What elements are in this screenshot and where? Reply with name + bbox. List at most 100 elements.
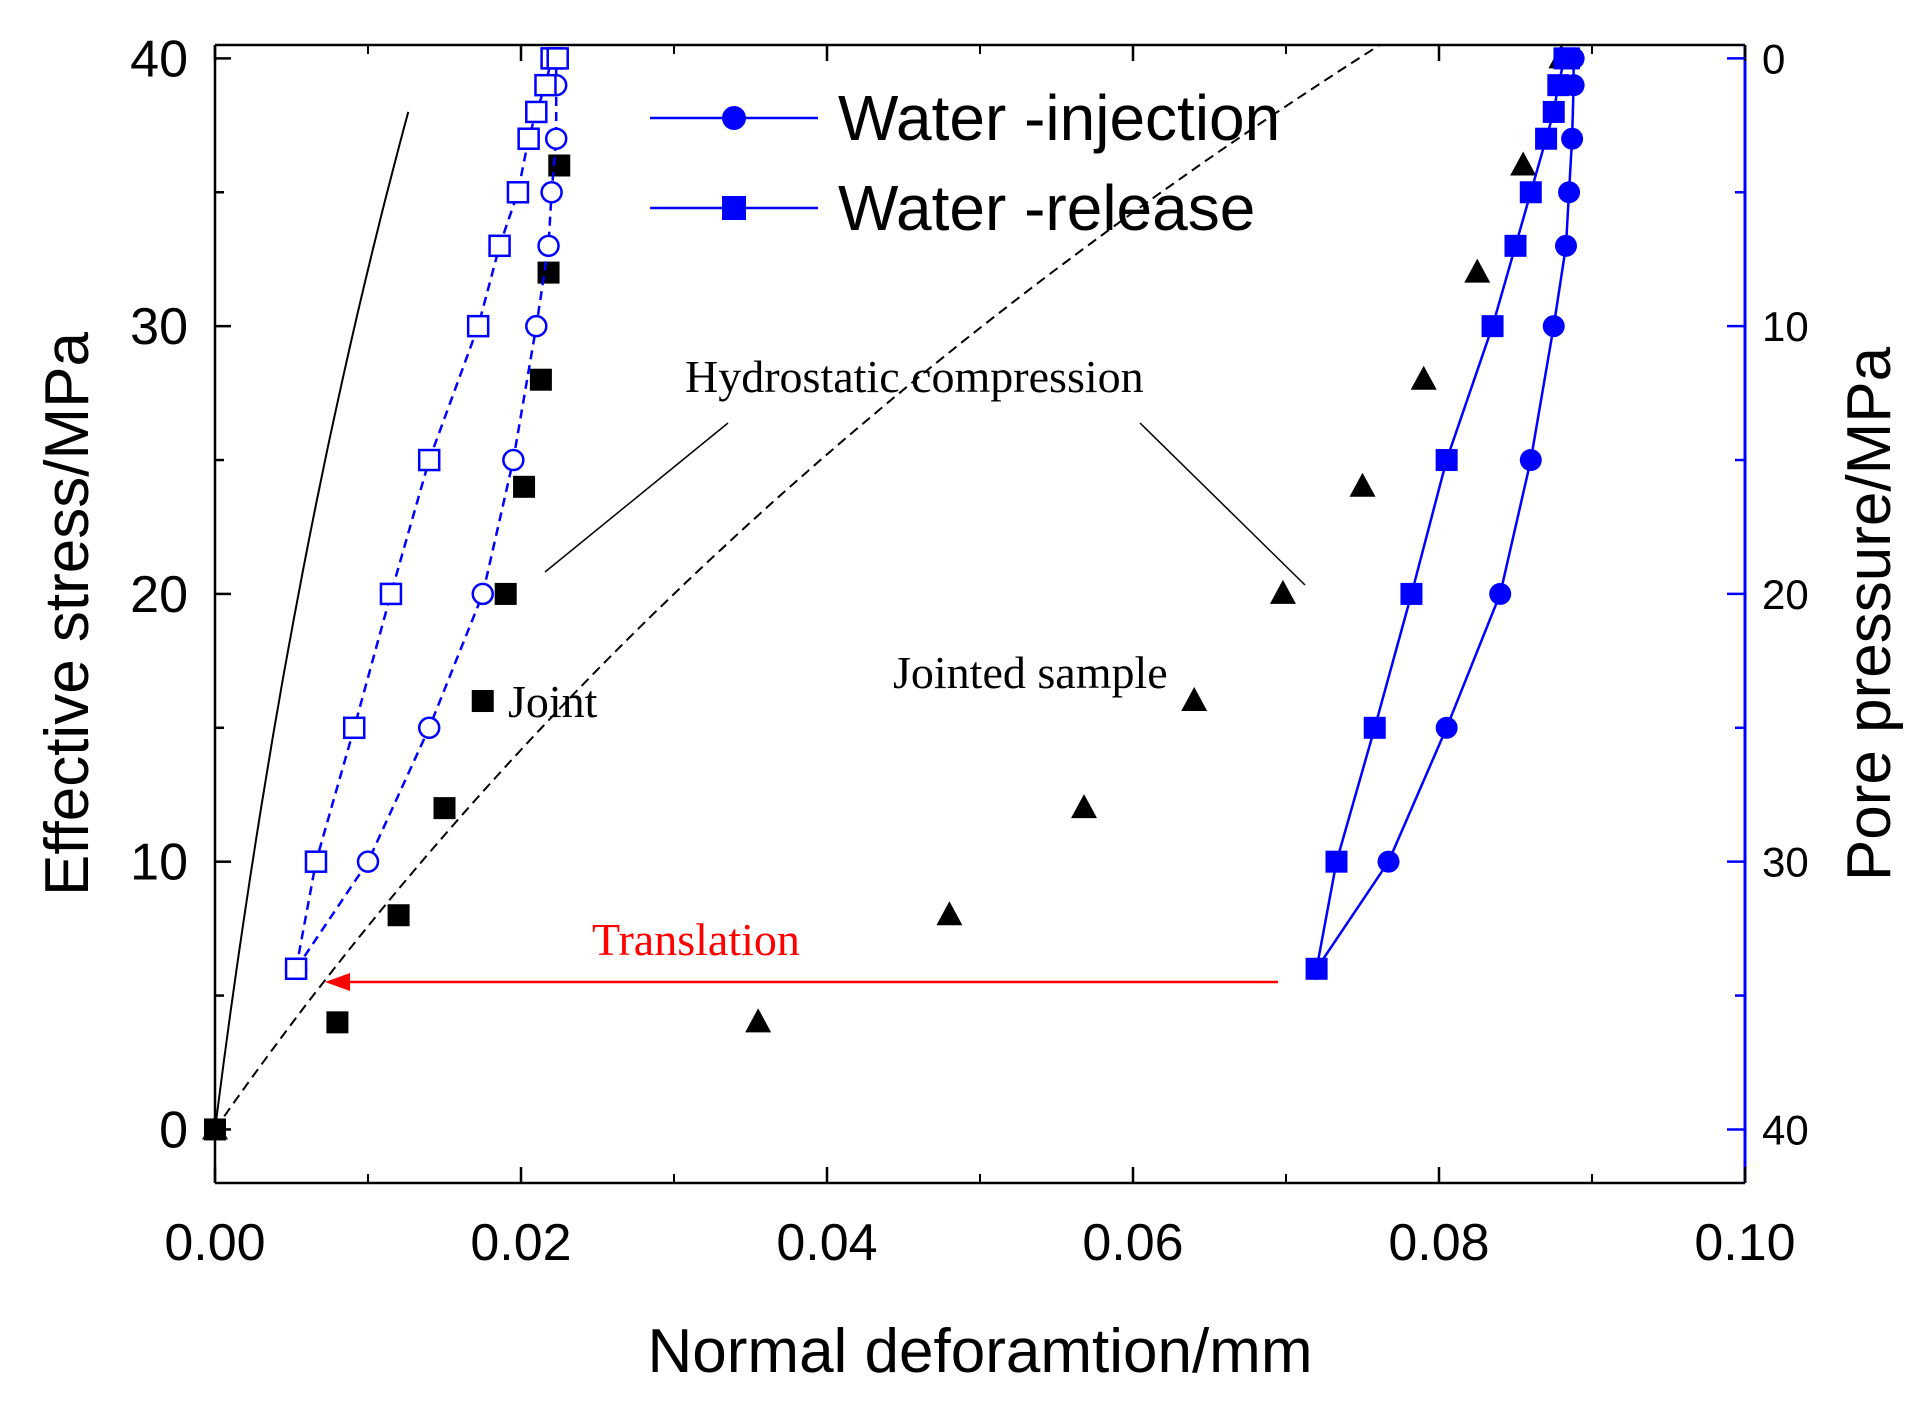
data-point xyxy=(1558,47,1581,70)
x-tick-label: 0.06 xyxy=(1082,1214,1183,1272)
annotation-joint: Joint xyxy=(508,676,598,727)
legend-label-injection: Water -injection xyxy=(838,82,1280,154)
data-point xyxy=(1305,957,1328,980)
x-tick-label: 0.00 xyxy=(164,1214,265,1272)
series-1 xyxy=(202,44,1575,1140)
right-y-tick-label: 40 xyxy=(1762,1106,1809,1153)
data-point xyxy=(1435,716,1458,739)
data-point xyxy=(1181,687,1208,712)
data-point xyxy=(1558,181,1581,204)
data-point xyxy=(745,1008,772,1033)
data-point xyxy=(356,850,380,873)
series-3 xyxy=(1305,47,1581,980)
data-point xyxy=(1489,582,1512,605)
data-point xyxy=(1349,472,1376,497)
data-point xyxy=(517,127,540,150)
data-point xyxy=(1325,850,1348,873)
data-point xyxy=(548,154,571,177)
annotations: Hydrostatic compression Joint Jointed sa… xyxy=(325,351,1306,991)
data-point xyxy=(1400,582,1423,605)
data-point xyxy=(1464,258,1491,283)
data-point xyxy=(546,47,569,70)
right-y-tick-label: 0 xyxy=(1762,35,1785,82)
data-point xyxy=(387,904,410,927)
y-tick-label: 40 xyxy=(130,30,188,88)
legend: Water -injection Water -release xyxy=(650,82,1280,244)
data-point xyxy=(1481,315,1504,338)
legend-label-release: Water -release xyxy=(838,172,1255,244)
data-point xyxy=(284,957,308,981)
data-point xyxy=(1504,234,1527,257)
data-point xyxy=(537,261,560,284)
legend-marker-injection xyxy=(722,106,746,130)
right-y-tick-label: 20 xyxy=(1762,571,1809,618)
data-point xyxy=(1377,850,1400,873)
data-point xyxy=(1071,794,1098,819)
data-point xyxy=(1410,365,1437,390)
x-tick-label: 0.02 xyxy=(470,1214,571,1272)
data-point xyxy=(537,234,560,258)
legend-marker-release xyxy=(722,196,746,220)
data-point xyxy=(1542,315,1565,338)
x-tick-label: 0.08 xyxy=(1388,1214,1489,1272)
data-point xyxy=(1510,151,1537,176)
data-point xyxy=(342,716,366,740)
axes: 0.00 0.02 0.04 0.06 0.08 0.10 0 10 20 30 40 0 10 20 30… xyxy=(33,30,1904,1386)
data-point xyxy=(1535,127,1558,150)
data-point xyxy=(1519,449,1542,472)
data-series xyxy=(202,44,1585,1141)
right-y-axis-title: Pore pressure/MPa xyxy=(1835,346,1904,881)
data-point xyxy=(488,234,511,258)
x-tick-label: 0.10 xyxy=(1694,1214,1795,1272)
joint-fit-curve xyxy=(214,111,410,1130)
data-point xyxy=(1561,127,1584,150)
leader-line-jointed-sample xyxy=(1139,422,1306,586)
data-point xyxy=(466,314,490,338)
data-point xyxy=(1269,579,1296,604)
data-point xyxy=(506,181,530,204)
data-point xyxy=(202,1115,228,1140)
series-5 xyxy=(284,47,569,981)
x-tick-label: 0.04 xyxy=(776,1214,877,1272)
annotation-hydrostatic: Hydrostatic compression xyxy=(685,351,1144,402)
right-y-tick-label: 10 xyxy=(1762,303,1809,350)
data-point xyxy=(540,181,563,204)
y-tick-label: 0 xyxy=(159,1101,188,1159)
data-point xyxy=(936,901,963,926)
data-point xyxy=(534,73,557,97)
fit-curves xyxy=(214,44,1381,1130)
data-point xyxy=(1547,74,1570,97)
data-point xyxy=(379,582,403,606)
leader-line-joint xyxy=(544,422,729,573)
data-point xyxy=(417,448,441,472)
data-point xyxy=(471,582,494,606)
series-0 xyxy=(204,154,571,1141)
data-point xyxy=(529,368,552,391)
data-point xyxy=(525,100,548,124)
x-axis-title: Normal deforamtion/mm xyxy=(648,1317,1313,1386)
translation-arrowhead xyxy=(325,973,350,991)
data-point xyxy=(502,448,525,472)
y-tick-label: 10 xyxy=(130,834,188,892)
right-y-tick-label: 30 xyxy=(1762,839,1809,886)
data-point xyxy=(1554,234,1577,257)
data-point xyxy=(417,716,441,740)
y-tick-label: 30 xyxy=(130,298,188,356)
annotation-translation: Translation xyxy=(592,914,800,965)
annotation-jointed-sample: Jointed sample xyxy=(893,647,1168,698)
data-point xyxy=(525,314,548,338)
data-point xyxy=(513,475,536,498)
data-point xyxy=(544,127,568,150)
data-point xyxy=(326,1011,349,1034)
data-point xyxy=(494,582,517,605)
y-axis-title: Effective stress/MPa xyxy=(33,332,102,896)
y-tick-label: 20 xyxy=(130,566,188,624)
data-point xyxy=(433,797,456,820)
jointed-sample-fit-curve xyxy=(214,44,1381,1130)
series-2 xyxy=(1305,47,1585,980)
data-point xyxy=(1519,181,1542,204)
data-point xyxy=(304,850,328,873)
data-point xyxy=(1542,100,1565,123)
data-point xyxy=(1435,449,1458,472)
